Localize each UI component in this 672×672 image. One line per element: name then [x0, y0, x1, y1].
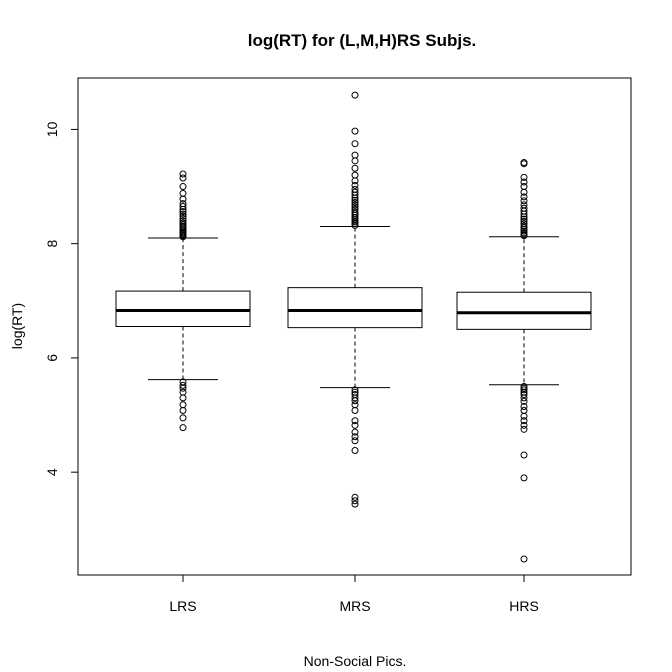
outlier-point — [351, 201, 359, 209]
outlier-point — [520, 159, 528, 167]
outlier-point — [351, 171, 359, 179]
outlier-point — [179, 189, 187, 197]
outlier-point — [351, 386, 359, 394]
outlier-point — [351, 196, 359, 204]
outlier-point — [179, 183, 187, 191]
outlier-point — [520, 204, 528, 212]
box-hrs — [456, 159, 592, 563]
outlier-point — [520, 421, 528, 429]
x-axis: LRS MRS HRS — [169, 574, 539, 614]
outlier-point — [520, 412, 528, 420]
outlier-point — [351, 417, 359, 425]
outlier-point — [520, 220, 528, 228]
outlier-point — [520, 201, 528, 209]
outlier-point — [351, 493, 359, 501]
outlier-point — [179, 381, 187, 389]
outlier-point — [179, 406, 187, 414]
y-axis-label: log(RT) — [9, 303, 25, 349]
outlier-point — [179, 384, 187, 392]
outlier-point — [520, 178, 528, 186]
x-tick-label: MRS — [339, 598, 370, 614]
outlier-point — [351, 140, 359, 148]
outlier-point — [179, 217, 187, 225]
outlier-point — [179, 208, 187, 216]
outlier-point — [179, 212, 187, 220]
outlier-point — [351, 208, 359, 216]
outlier-point — [179, 219, 187, 227]
outlier-point — [179, 203, 187, 211]
x-tick-label: LRS — [169, 598, 196, 614]
outlier-point — [520, 474, 528, 482]
outlier-point — [520, 397, 528, 405]
outlier-point — [351, 199, 359, 207]
outlier-point — [351, 91, 359, 99]
outlier-point — [520, 425, 528, 433]
x-axis-label: Non-Social Pics. — [304, 653, 407, 669]
outlier-point — [351, 437, 359, 445]
outlier-point — [520, 555, 528, 563]
outlier-point — [351, 157, 359, 165]
outlier-point — [179, 424, 187, 432]
outlier-point — [351, 428, 359, 436]
iqr-box — [115, 290, 251, 327]
outlier-point — [179, 170, 187, 178]
x-tick-label: HRS — [509, 598, 539, 614]
outlier-point — [351, 397, 359, 405]
outlier-point — [351, 433, 359, 441]
y-tick-label: 6 — [44, 354, 60, 362]
iqr-box — [287, 287, 423, 329]
outlier-point — [351, 127, 359, 135]
outlier-point — [520, 222, 528, 230]
outlier-point — [351, 151, 359, 159]
outlier-point — [520, 217, 528, 225]
outlier-point — [351, 188, 359, 196]
outlier-point — [520, 390, 528, 398]
outlier-point — [179, 414, 187, 422]
box-lrs — [115, 170, 251, 432]
iqr-box — [456, 291, 592, 330]
outlier-point — [351, 205, 359, 213]
outlier-point — [179, 210, 187, 218]
outlier-point — [351, 177, 359, 185]
outlier-point — [351, 181, 359, 189]
y-tick-label: 8 — [44, 240, 60, 248]
outlier-point — [351, 446, 359, 454]
outlier-point — [351, 421, 359, 429]
outlier-point — [520, 188, 528, 196]
outlier-point — [520, 193, 528, 201]
outlier-point — [351, 500, 359, 508]
outlier-point — [351, 203, 359, 211]
outlier-point — [520, 197, 528, 205]
outlier-point — [351, 394, 359, 402]
outlier-point — [351, 401, 359, 409]
outlier-point — [520, 417, 528, 425]
y-tick-label: 10 — [44, 121, 60, 137]
outlier-point — [179, 394, 187, 402]
chart-title: log(RT) for (L,M,H)RS Subjs. — [248, 31, 477, 50]
outlier-point — [520, 173, 528, 181]
outlier-point — [520, 406, 528, 414]
outlier-point — [520, 394, 528, 402]
outlier-point — [179, 174, 187, 182]
outlier-point — [179, 388, 187, 396]
outlier-point — [520, 451, 528, 459]
outlier-point — [520, 386, 528, 394]
outlier-point — [351, 164, 359, 172]
y-axis: 4 6 8 10 — [44, 121, 79, 476]
boxes-group — [115, 91, 592, 563]
outlier-point — [179, 195, 187, 203]
outlier-point — [351, 497, 359, 505]
outlier-point — [520, 215, 528, 223]
outlier-point — [179, 200, 187, 208]
box-mrs — [287, 91, 423, 508]
outlier-point — [179, 215, 187, 223]
outlier-point — [351, 185, 359, 193]
outlier-point — [520, 402, 528, 410]
outlier-point — [520, 183, 528, 191]
outlier-point — [179, 401, 187, 409]
outlier-point — [351, 406, 359, 414]
y-tick-label: 4 — [44, 468, 60, 476]
